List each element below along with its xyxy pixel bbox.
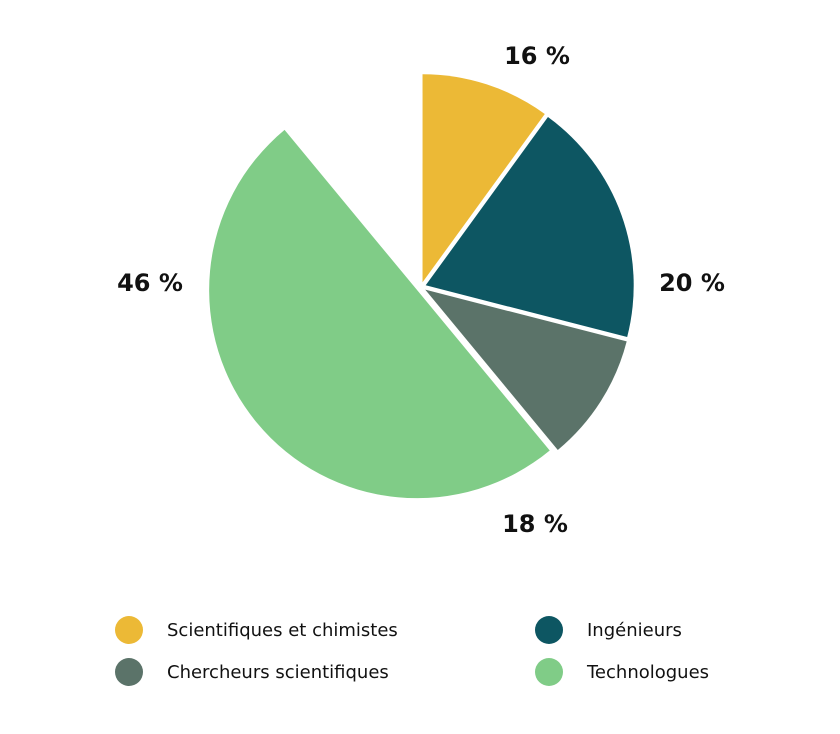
slice-scientifiques bbox=[422, 74, 545, 283]
data-label-chercheurs: 18 % bbox=[502, 510, 568, 538]
slice-technologues bbox=[209, 129, 550, 499]
data-label-ingenieurs: 20 % bbox=[659, 269, 725, 297]
data-label-scientifiques: 16 % bbox=[504, 42, 570, 70]
pie-slices bbox=[209, 74, 634, 499]
slice-chercheurs bbox=[425, 289, 627, 450]
pie-data-labels: 16 % 20 % 18 % 46 % bbox=[117, 42, 725, 538]
slice-ingenieurs bbox=[425, 117, 634, 338]
data-label-technologues: 46 % bbox=[117, 269, 183, 297]
